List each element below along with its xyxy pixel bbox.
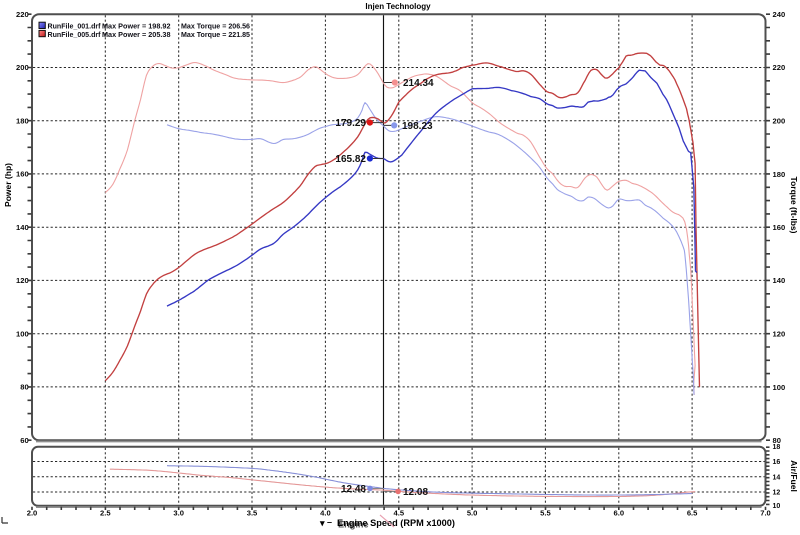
svg-text:214.34: 214.34 bbox=[403, 78, 434, 89]
svg-text:140: 140 bbox=[16, 223, 29, 232]
svg-text:3.5: 3.5 bbox=[247, 509, 258, 518]
svg-text:RunFile_001.drf: RunFile_001.drf bbox=[48, 22, 102, 31]
svg-text:220: 220 bbox=[16, 10, 29, 19]
svg-text:Max Power = 205.38: Max Power = 205.38 bbox=[102, 30, 171, 39]
svg-text:Max Power = 198.92: Max Power = 198.92 bbox=[102, 22, 171, 31]
svg-text:▾: ▾ bbox=[319, 518, 325, 528]
svg-text:80: 80 bbox=[773, 436, 781, 445]
svg-text:–: – bbox=[327, 517, 332, 527]
svg-text:5.5: 5.5 bbox=[540, 509, 551, 518]
svg-text:198.23: 198.23 bbox=[402, 121, 433, 132]
svg-text:200: 200 bbox=[773, 117, 786, 126]
svg-text:16: 16 bbox=[773, 459, 781, 466]
svg-text:6.5: 6.5 bbox=[687, 509, 698, 518]
svg-text:2.0: 2.0 bbox=[27, 509, 38, 518]
svg-text:179.29: 179.29 bbox=[335, 118, 366, 129]
svg-text:Torque (ft-lbs): Torque (ft-lbs) bbox=[789, 177, 799, 234]
svg-text:Injen Technology: Injen Technology bbox=[365, 2, 431, 11]
svg-text:Max Torque = 206.56: Max Torque = 206.56 bbox=[181, 22, 250, 31]
svg-text:Power (hp): Power (hp) bbox=[3, 163, 13, 207]
svg-text:60: 60 bbox=[20, 436, 28, 445]
svg-text:18: 18 bbox=[773, 444, 781, 451]
svg-text:180: 180 bbox=[773, 170, 786, 179]
svg-text:Max Torque = 221.85: Max Torque = 221.85 bbox=[181, 30, 250, 39]
svg-text:3.0: 3.0 bbox=[173, 509, 184, 518]
svg-text:12.48: 12.48 bbox=[341, 484, 366, 495]
svg-text:140: 140 bbox=[773, 276, 786, 285]
svg-text:6.0: 6.0 bbox=[614, 509, 625, 518]
svg-text:12: 12 bbox=[773, 490, 781, 497]
svg-text:240: 240 bbox=[773, 10, 786, 19]
svg-text:2.5: 2.5 bbox=[100, 509, 111, 518]
svg-text:160: 160 bbox=[16, 170, 29, 179]
svg-text:100: 100 bbox=[773, 383, 786, 392]
svg-text:10: 10 bbox=[773, 503, 781, 510]
svg-text:120: 120 bbox=[16, 276, 29, 285]
svg-text:7.0: 7.0 bbox=[760, 509, 771, 518]
svg-text:180: 180 bbox=[16, 116, 29, 125]
svg-text:Engine Speed (RPM x1000): Engine Speed (RPM x1000) bbox=[337, 518, 455, 528]
svg-text:12.08: 12.08 bbox=[403, 487, 428, 498]
svg-text:200: 200 bbox=[16, 63, 29, 72]
svg-text:Engine: Engine bbox=[338, 520, 369, 530]
svg-text:120: 120 bbox=[773, 330, 786, 339]
svg-text:100: 100 bbox=[16, 329, 29, 338]
svg-text:4.5: 4.5 bbox=[394, 509, 405, 518]
svg-text:165.82: 165.82 bbox=[335, 154, 366, 165]
svg-text:4.0: 4.0 bbox=[320, 509, 331, 518]
svg-text:160: 160 bbox=[773, 223, 786, 232]
svg-text:Air/Fuel: Air/Fuel bbox=[789, 460, 799, 492]
svg-text:5.0: 5.0 bbox=[467, 509, 478, 518]
svg-text:RunFile_005.drf: RunFile_005.drf bbox=[48, 30, 102, 39]
svg-text:14: 14 bbox=[773, 474, 781, 481]
svg-text:220: 220 bbox=[773, 63, 786, 72]
svg-text:80: 80 bbox=[20, 383, 28, 392]
